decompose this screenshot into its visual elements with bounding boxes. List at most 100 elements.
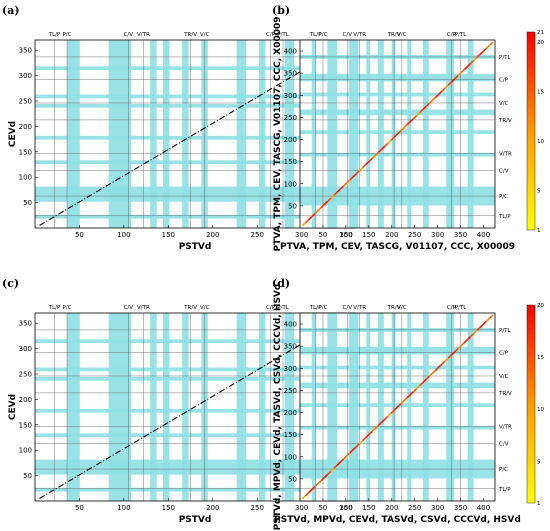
diagonal-segment [330, 194, 335, 199]
diagonal-segment [447, 81, 453, 86]
top-region-label: V/TR [353, 32, 366, 38]
diagonal-segment [454, 75, 459, 80]
diagonal-segment [463, 339, 468, 344]
top-region-label: V/TR [353, 305, 366, 311]
top-region-label: P/TL [277, 32, 290, 38]
diagonal-segment [466, 63, 472, 68]
y-tick-label: 250 [284, 114, 297, 122]
diagonal-segment [381, 145, 386, 150]
diagonal-segment [393, 133, 399, 138]
diagonal-segment [368, 157, 373, 163]
diagonal-segment [415, 385, 421, 390]
horizontal-band [35, 408, 355, 413]
x-tick-label: 50 [318, 231, 327, 239]
y-tick-label: 50 [288, 202, 297, 210]
y-tick-label: 150 [284, 431, 297, 439]
y-tick-label: 100 [19, 174, 32, 182]
diagonal-segment [349, 176, 354, 181]
right-region-label: V/C [499, 101, 509, 107]
right-region-label: V/TR [499, 425, 512, 431]
diagonal-segment [374, 151, 380, 156]
right-region-label: C/V [499, 169, 509, 175]
y-tick-label: 350 [19, 47, 32, 55]
diagonal-segment [463, 66, 468, 71]
diagonal-segment [400, 400, 405, 405]
diagonal-segment [384, 415, 389, 420]
diagonal-segment [387, 412, 392, 417]
x-tick-label: 100 [339, 504, 352, 512]
diagonal-segment [346, 452, 351, 457]
vertical-band [284, 313, 295, 501]
diagonal-segment [358, 440, 364, 445]
diagonal-segment [435, 93, 440, 98]
colorbar-tick-label: 1 [537, 501, 541, 507]
x-tick-label: 350 [339, 231, 352, 239]
diagonal-segment [419, 108, 424, 114]
top-region-label: C/V [343, 305, 353, 311]
x-tick-label: 400 [477, 504, 490, 512]
x-tick-label: 50 [318, 504, 327, 512]
top-region-label: V/C [200, 32, 210, 38]
right-region-label: TR/V [498, 391, 512, 397]
diagonal-segment [425, 102, 430, 108]
diagonal-segment [473, 329, 478, 335]
diagonal-segment [482, 47, 487, 52]
diagonal-segment [396, 403, 402, 408]
diagonal-segment [460, 69, 465, 74]
top-region-label: C/V [124, 305, 134, 311]
diagonal-segment [342, 182, 348, 187]
diagonal-segment [431, 369, 437, 374]
diagonal-segment [320, 476, 326, 482]
diagonal-segment [488, 314, 494, 319]
diagonal-segment [323, 473, 329, 478]
diagonal-segment [412, 388, 418, 393]
diagonal-segment [479, 323, 484, 329]
horizontal-band [35, 186, 355, 202]
x-tick-label: 350 [454, 231, 467, 239]
diagonal-segment [412, 115, 418, 120]
diagonal-segment [355, 443, 360, 448]
top-region-label: TL/P [48, 32, 61, 38]
x-tick-label: 300 [295, 231, 308, 239]
plot-frame [299, 39, 496, 229]
horizontal-band [300, 130, 495, 134]
colorbar-tick-label: 10 [537, 407, 544, 413]
vertical-band [236, 40, 247, 228]
diagonal-segment [333, 464, 338, 469]
diagonal-segment [460, 342, 465, 347]
x-tick-label: 100 [117, 504, 130, 512]
diagonal-segment [444, 357, 449, 362]
x-tick-label: 300 [295, 504, 308, 512]
x-tick-label: 150 [362, 231, 375, 239]
diagonal-segment [387, 139, 392, 144]
diagonal-segment [409, 391, 414, 396]
diagonal-segment [393, 406, 399, 411]
right-region-label: C/P [499, 350, 509, 356]
y-tick-label: 350 [19, 320, 32, 328]
vertical-band [284, 40, 295, 228]
diagonal-segment [441, 360, 446, 365]
diagonal-segment [323, 200, 329, 205]
diagonal-segment [485, 317, 491, 322]
diagonal-segment [355, 170, 360, 175]
y-axis-title: PSTVd, MPVd, CEVd, TASVd, CSVd, CCCVd, H… [273, 284, 283, 531]
right-region-label: V/C [499, 374, 509, 380]
diagonal-segment [371, 154, 376, 160]
x-axis-title: PTVA, TPM, CEV, TASCG, V01107, CCC, X000… [280, 242, 515, 252]
x-tick-label: 50 [75, 504, 84, 512]
diagonal-segment [358, 167, 364, 172]
diagonal-segment [301, 222, 307, 227]
horizontal-band [35, 339, 355, 344]
diagonal-segment [469, 332, 475, 338]
top-region-label: V/TR [137, 305, 150, 311]
top-region-label: TL/P [309, 32, 322, 38]
vertical-band [150, 40, 157, 228]
panel-d: (d) 50 100 150 200 250 300 350 400 50 100 150 200 250… [272, 277, 544, 530]
y-tick-label: 200 [284, 136, 297, 144]
horizontal-band [300, 365, 495, 370]
top-region-label: TR/V [387, 32, 401, 38]
y-tick-label: 300 [284, 365, 297, 373]
top-region-label: TR/V [387, 305, 401, 311]
colorbar-tick-label: 10 [537, 139, 544, 145]
